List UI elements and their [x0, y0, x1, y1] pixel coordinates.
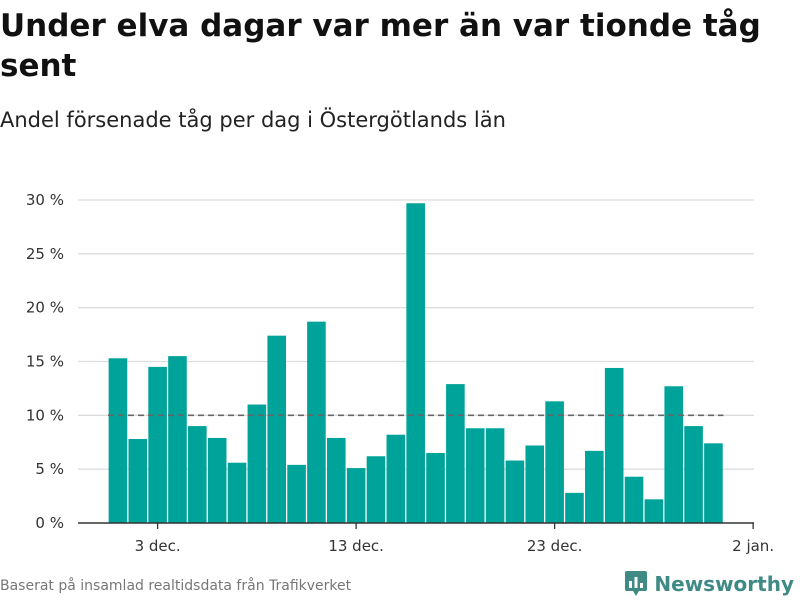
bar — [446, 384, 465, 523]
bar — [287, 464, 306, 523]
bar — [465, 428, 485, 523]
y-tick-label: 0 % — [35, 514, 64, 532]
y-tick-label: 10 % — [26, 406, 64, 424]
bar — [128, 439, 148, 523]
bar — [545, 401, 564, 523]
bar — [505, 460, 525, 523]
bar — [585, 450, 604, 523]
bar — [664, 386, 684, 523]
bar — [227, 462, 247, 523]
bar — [326, 437, 346, 523]
y-tick-label: 5 % — [35, 460, 64, 478]
bar — [525, 445, 545, 523]
chart-subtitle: Andel försenade tåg per dag i Östergötla… — [0, 108, 506, 132]
bar — [624, 476, 644, 523]
bar — [644, 499, 664, 523]
source-note: Baserat på insamlad realtidsdata från Tr… — [0, 578, 352, 594]
y-tick-label: 15 % — [26, 353, 64, 371]
x-tick-label: 23 dec. — [527, 537, 583, 555]
y-tick-label: 30 % — [26, 191, 64, 209]
bar — [366, 456, 386, 523]
bar — [108, 358, 128, 523]
bar — [565, 492, 584, 523]
bar — [406, 203, 425, 524]
bar — [426, 453, 445, 523]
bars — [108, 203, 723, 524]
bar — [485, 428, 505, 523]
bar-chart: 0 % 5 % 10 % 15 % 20 % 25 % 30 % 3 dec. 13 dec.… — [26, 191, 774, 555]
x-axis: 3 dec. 13 dec. 23 dec. 2 jan. — [78, 522, 774, 555]
bar — [188, 426, 207, 523]
bar — [704, 443, 723, 523]
bar — [148, 366, 167, 523]
bar — [684, 426, 703, 523]
bar — [346, 468, 366, 523]
y-tick-label: 25 % — [26, 245, 64, 263]
newsworthy-logo: Newsworthy — [624, 570, 794, 598]
x-tick-label: 2 jan. — [732, 537, 774, 555]
bar — [168, 356, 187, 523]
bar — [267, 335, 287, 523]
logo-text: Newsworthy — [654, 572, 794, 596]
bar — [386, 434, 406, 523]
bar-chart-badge-icon — [625, 571, 648, 596]
bar — [604, 367, 624, 523]
bar — [247, 404, 267, 523]
bar — [207, 437, 227, 523]
y-axis-labels: 0 % 5 % 10 % 15 % 20 % 25 % 30 % — [26, 191, 64, 532]
bar — [307, 321, 326, 523]
x-tick-label: 13 dec. — [328, 537, 384, 555]
y-tick-label: 20 % — [26, 299, 64, 317]
x-tick-label: 3 dec. — [135, 537, 181, 555]
chart-title: Under elva dagar var mer än var tionde t… — [0, 8, 761, 84]
